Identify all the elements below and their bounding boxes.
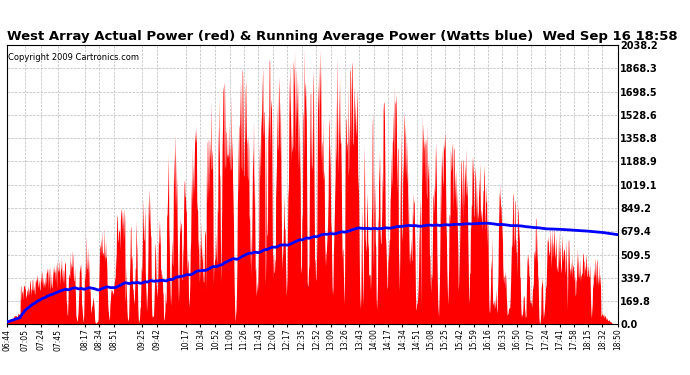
Text: West Array Actual Power (red) & Running Average Power (Watts blue)  Wed Sep 16 1: West Array Actual Power (red) & Running … (7, 30, 678, 43)
Text: Copyright 2009 Cartronics.com: Copyright 2009 Cartronics.com (8, 53, 139, 62)
